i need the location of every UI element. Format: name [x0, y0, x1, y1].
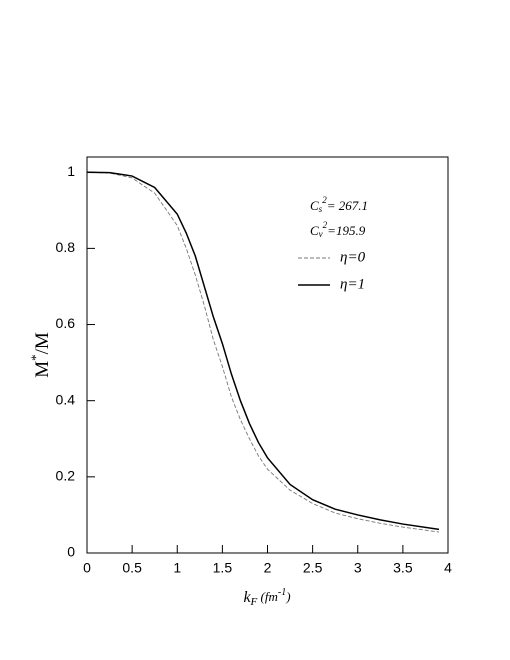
legend-label: η=0 [340, 249, 366, 265]
plot-frame [86, 156, 449, 554]
line-series [86, 171, 440, 533]
y-axis-label: M*/M [28, 332, 53, 378]
x-tick-label: 1 [173, 560, 181, 576]
x-label-part: ) [285, 589, 290, 604]
annotation-part: 2 [323, 220, 328, 230]
annotation-part: = 267.1 [327, 198, 368, 213]
x-label-part: (fm [257, 589, 278, 604]
y-tick-label: 0.8 [56, 239, 76, 255]
y-label-part: /M [32, 332, 53, 354]
x-axis-label: kF (fm-1) [243, 587, 290, 607]
y-tick-label: 0.6 [56, 315, 76, 331]
x-label-part: F [250, 596, 258, 608]
x-tick-label: 3 [354, 560, 362, 576]
x-tick-label: 2.5 [303, 560, 323, 576]
line-series [86, 171, 440, 531]
x-label-part: k [243, 589, 251, 606]
x-tick-label: 4 [444, 560, 452, 576]
annotation-part: C [310, 223, 319, 238]
annotation-part: C [310, 198, 319, 213]
annotation: Cs2= 267.1 [310, 195, 368, 214]
annotation-part: =195.9 [327, 223, 366, 238]
y-tick-label: 0.2 [56, 468, 76, 484]
x-tick-label: 1.5 [213, 560, 233, 576]
y-label-part: * [28, 354, 43, 361]
y-tick-label: 0.4 [56, 391, 76, 407]
annotation-part: v [319, 229, 323, 239]
x-tick-label: 3.5 [393, 560, 413, 576]
y-tick-label: 1 [67, 163, 75, 179]
annotation: Cv2=195.9 [310, 220, 366, 239]
annotation-part: 2 [322, 195, 327, 205]
y-tick-label: 0 [67, 544, 75, 560]
annotation-part: s [319, 204, 323, 214]
y-label-part: M [32, 361, 53, 378]
x-label-part: -1 [278, 587, 286, 598]
legend-label: η=1 [340, 276, 365, 292]
x-tick-label: 0 [83, 560, 91, 576]
x-tick-label: 0.5 [122, 560, 142, 576]
x-tick-label: 2 [264, 560, 272, 576]
